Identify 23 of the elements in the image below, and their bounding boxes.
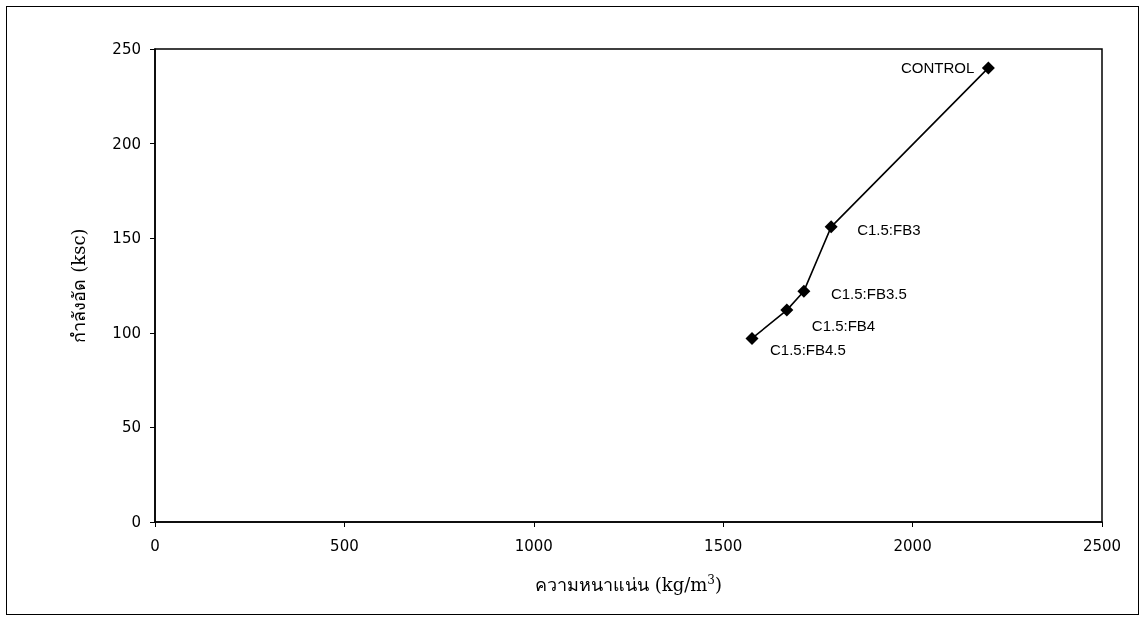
annotation: C1.5:FB3.5	[830, 284, 907, 302]
y-tick-label: 100	[112, 323, 141, 342]
annotation: C1.5:FB4.5	[769, 340, 846, 358]
point	[780, 303, 794, 317]
x-tick-label: 1000	[514, 536, 553, 555]
x-tick-label: 0	[150, 536, 160, 555]
y-tick-label: 50	[121, 418, 141, 437]
y-axis-title: กำลังอัด (ksc)	[67, 228, 89, 343]
y-tick-label: 250	[112, 40, 141, 58]
y-tick-label: 0	[131, 513, 141, 531]
x-tick-label: 2500	[1082, 536, 1122, 555]
x-tick-label: 1500	[704, 536, 743, 555]
y-tick-label: 150	[112, 229, 141, 248]
annotation: CONTROL	[901, 59, 975, 77]
point	[797, 284, 811, 298]
annotation: C1.5:FB4	[811, 316, 876, 334]
point	[824, 220, 838, 234]
x-tick-label: 500	[330, 536, 359, 555]
x-tick-label: 2000	[893, 536, 932, 555]
point	[745, 331, 759, 345]
y-tick-label: 200	[112, 134, 141, 153]
point	[981, 61, 995, 75]
annotation: C1.5:FB3	[857, 221, 921, 239]
